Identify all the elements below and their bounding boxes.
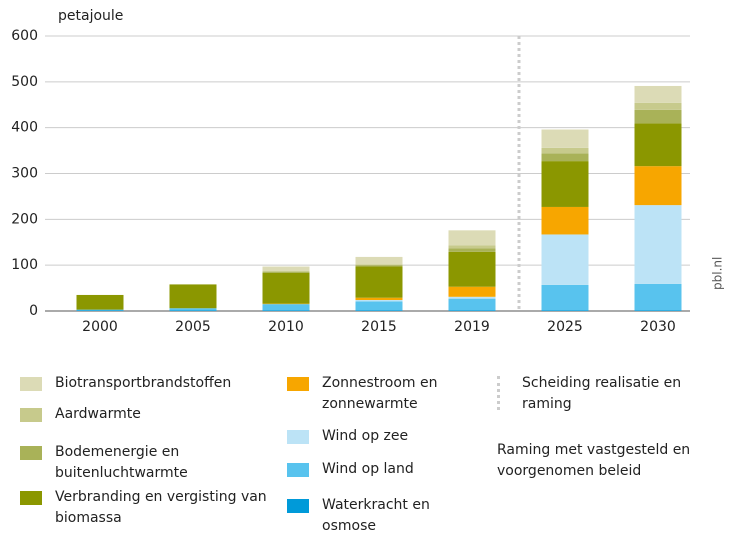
divider-legend-marker (497, 376, 500, 410)
x-tick-label: 2005 (175, 319, 211, 335)
bar-segment (76, 309, 124, 311)
bar-segment (541, 147, 589, 154)
bar-segment (448, 230, 496, 246)
legend-label: Zonnestroom en zonnewarmte (322, 375, 438, 412)
bar-segment (448, 251, 496, 287)
legend-label: Bodemenergie en buitenluchtwarmte (55, 444, 188, 481)
bar-segment (262, 304, 310, 311)
bar-segment (355, 265, 403, 267)
bar-segment (541, 284, 589, 311)
bar-segment (355, 264, 403, 266)
bar-segment (355, 297, 403, 300)
bar-segment (355, 256, 403, 265)
legend-swatch (287, 463, 309, 477)
y-tick-label: 500 (11, 74, 38, 90)
bar-segment (262, 272, 310, 304)
bar-segment (634, 109, 682, 124)
bar-segment (76, 294, 124, 310)
legend-label: Aardwarmte (55, 406, 141, 422)
legend-label: Wind op zee (322, 428, 409, 444)
bar-segment (355, 301, 403, 311)
bar-segment (355, 266, 403, 298)
legend-swatch (287, 430, 309, 444)
y-tick-label: 400 (11, 120, 38, 136)
legend-swatch (20, 446, 42, 460)
source: pbl.nl (711, 257, 725, 290)
y-tick-label: 100 (11, 257, 38, 273)
legend-label: Wind op land (322, 461, 414, 477)
y-axis-label: petajoule (58, 8, 123, 24)
legend-label: Waterkracht en osmose (322, 497, 430, 534)
legend-label: Biotransportbrandstoffen (55, 375, 232, 391)
x-tick-label: 2030 (640, 319, 676, 335)
y-tick-label: 200 (11, 211, 38, 227)
x-tick-label: 2000 (82, 319, 118, 335)
y-tick-label: 600 (11, 28, 38, 44)
bar-segment (634, 123, 682, 167)
x-tick-label: 2025 (547, 319, 583, 335)
bar-segment (355, 300, 403, 302)
y-tick-label: 0 (29, 303, 38, 319)
bar-segment (448, 286, 496, 297)
divider-legend: Scheiding realisatie en raming (522, 375, 682, 412)
bar-segment (541, 153, 589, 162)
bar-segment (448, 248, 496, 252)
bar-segment (634, 102, 682, 110)
bar-segment (169, 284, 217, 309)
bar-segment (169, 308, 217, 311)
legend-label: Verbranding en vergisting van biomassa (55, 489, 267, 526)
bar-segment (448, 298, 496, 311)
bar-segment (634, 166, 682, 206)
bar-segment (262, 266, 310, 272)
bar-segment (634, 205, 682, 284)
legend-swatch (287, 377, 309, 391)
x-tick-label: 2010 (268, 319, 304, 335)
legend-swatch (20, 377, 42, 391)
x-tick-label: 2015 (361, 319, 397, 335)
bar-segment (541, 206, 589, 235)
bar-segment (541, 129, 589, 148)
bar-segment (541, 161, 589, 207)
bar-segment (634, 85, 682, 103)
bar-segment (541, 234, 589, 285)
bar-segment (634, 283, 682, 311)
note: Raming met vastgesteld en voorgenomen be… (497, 442, 691, 479)
bar-segment (262, 271, 310, 273)
y-tick-label: 300 (11, 166, 38, 182)
bar-segment (448, 296, 496, 299)
x-tick-label: 2019 (454, 319, 490, 335)
chart: petajoule pbl.nl 0 100 200 300 400 500 600 2000… (11, 8, 725, 335)
legend-swatch (287, 499, 309, 513)
legend-swatch (20, 408, 42, 422)
bar-segment (448, 245, 496, 249)
legend-swatch (20, 491, 42, 505)
